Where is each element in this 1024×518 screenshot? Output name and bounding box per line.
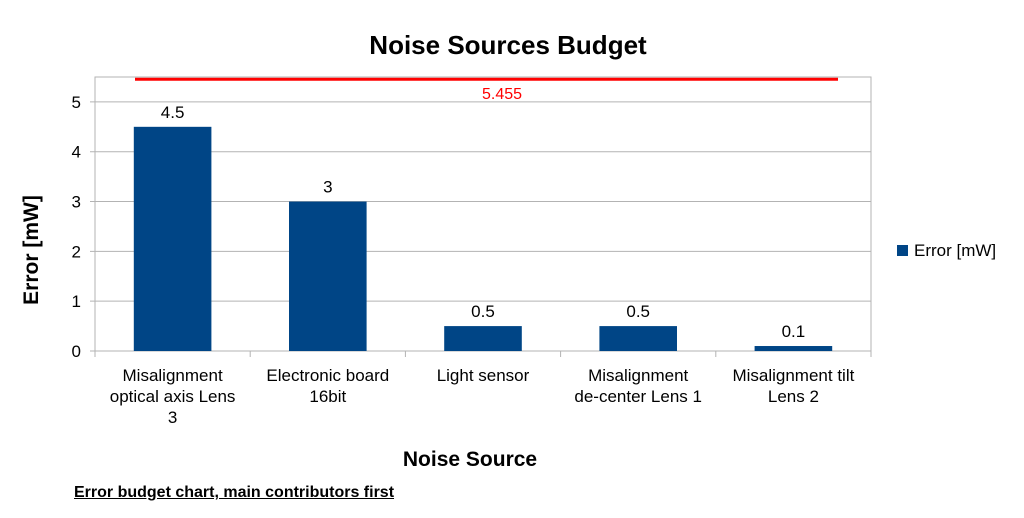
bar (599, 326, 677, 351)
plot-area: 0 1 2 3 4 5 4.5 Misalignment optical axis Lens 3 3… (72, 76, 872, 427)
x-tick-label: de-center Lens 1 (574, 387, 702, 406)
y-tick-label: 0 (72, 342, 81, 361)
chart-caption: Error budget chart, main contributors fi… (74, 484, 395, 501)
bar (133, 126, 212, 352)
legend-swatch (897, 245, 908, 256)
y-tick-label: 3 (72, 193, 81, 212)
y-tick-label: 5 (72, 93, 81, 112)
y-tick-label: 2 (72, 242, 81, 261)
bar (754, 346, 833, 351)
x-tick-label: Misalignment (123, 366, 223, 385)
data-label: 4.5 (161, 103, 185, 122)
y-tick-label: 1 (72, 292, 81, 311)
legend: Error [mW] (897, 241, 996, 260)
x-tick-label: optical axis Lens (110, 387, 236, 406)
data-label: 0.5 (471, 302, 495, 321)
legend-label: Error [mW] (914, 241, 996, 260)
y-axis-label: Error [mW] (20, 195, 43, 305)
x-axis-label: Noise Source (403, 448, 537, 471)
x-tick-label: Misalignment (588, 366, 688, 385)
bar (289, 201, 367, 351)
x-tick-label: 3 (168, 408, 177, 427)
data-label: 0.5 (626, 302, 650, 321)
bar (444, 326, 522, 351)
x-tick-label: 16bit (309, 387, 346, 406)
chart-title: Noise Sources Budget (369, 30, 647, 60)
x-tick-label: Light sensor (437, 366, 530, 385)
x-tick-label: Lens 2 (768, 387, 819, 406)
y-tick-label: 4 (72, 143, 81, 162)
data-label: 0.1 (782, 322, 806, 341)
reference-line-label: 5.455 (482, 86, 522, 103)
data-label: 3 (323, 178, 332, 197)
x-tick-label: Electronic board (266, 366, 389, 385)
x-tick-label: Misalignment tilt (732, 366, 854, 385)
